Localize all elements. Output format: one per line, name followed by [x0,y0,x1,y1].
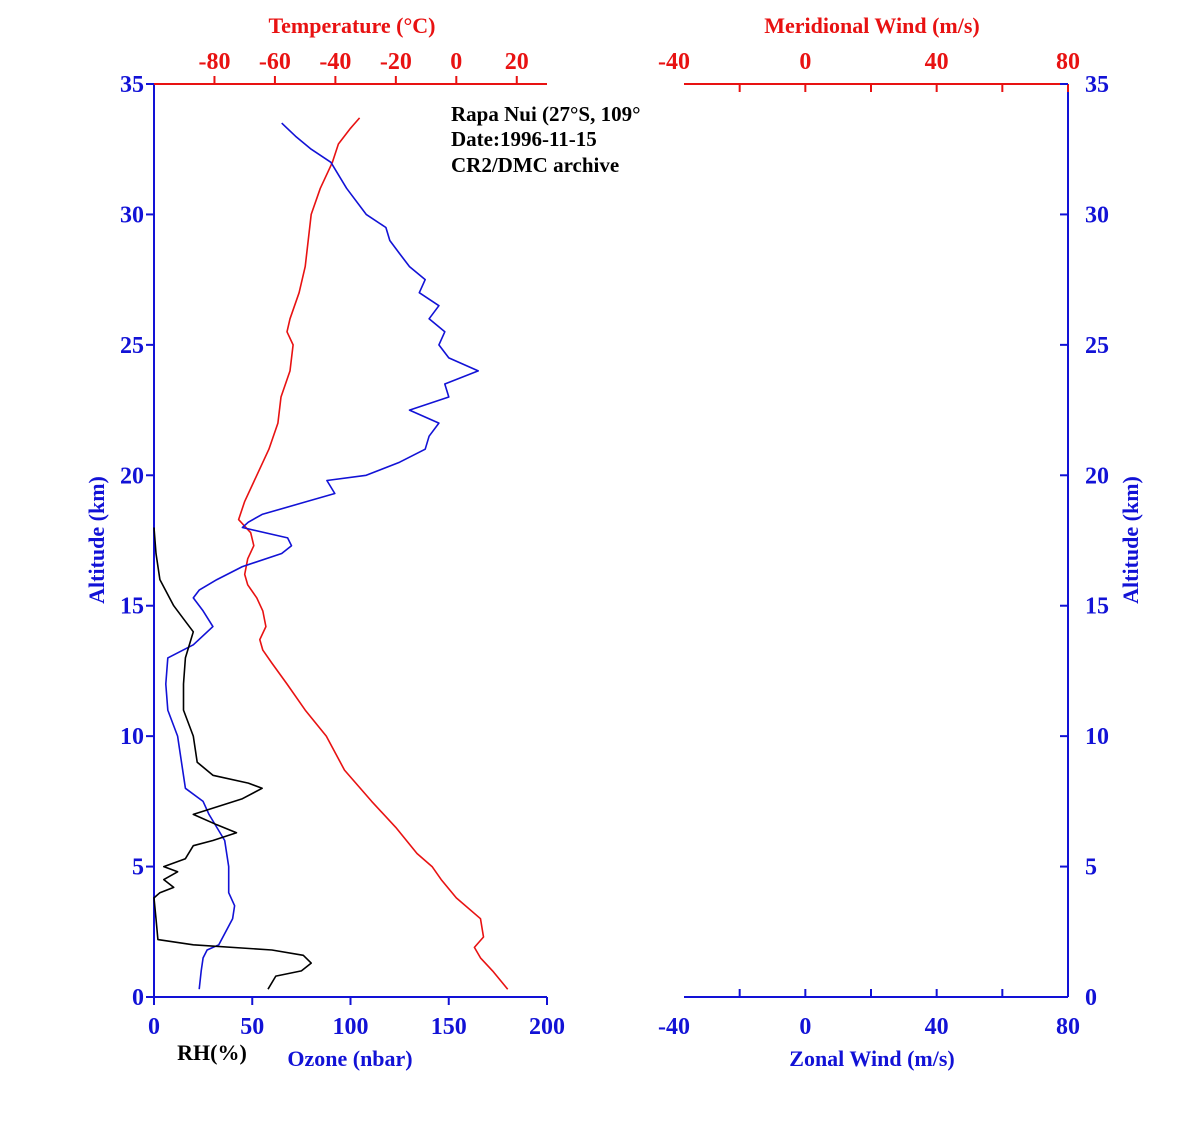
right-altitude-tick-label: 5 [1085,855,1097,881]
ozone-axis-label: Ozone (nbar) [287,1046,412,1071]
temperature-tick-label: -40 [319,49,351,75]
temperature-tick-label: -20 [380,49,412,75]
left-altitude-tick-label: 25 [120,333,144,359]
right-altitude-tick-label: 35 [1085,72,1109,98]
temperature-tick-label: 20 [505,49,529,75]
meridional-wind-tick-label: 80 [1056,49,1080,75]
temperature-tick-label: -80 [198,49,230,75]
station-annotation-line1: Rapa Nui (27°S, 109° [451,102,641,126]
left-altitude-tick-label: 5 [132,855,144,881]
rh-axis-label: RH(%) [177,1040,247,1065]
left-altitude-tick-label: 10 [120,724,144,750]
zonal-wind-tick-label: 40 [925,1014,949,1040]
right-altitude-tick-label: 20 [1085,463,1109,489]
ozone-tick-label: 50 [240,1014,264,1040]
right-altitude-tick-label: 30 [1085,202,1109,228]
right-altitude-tick-label: 10 [1085,724,1109,750]
left-altitude-tick-label: 15 [120,594,144,620]
series-line-ozone-nbar [165,122,480,990]
station-annotation-line3: CR2/DMC archive [451,153,619,177]
series-line-temperature-c [237,117,509,990]
left-altitude-label: Altitude (km) [84,476,109,604]
station-annotation-line2: Date:1996-11-15 [451,127,597,151]
temperature-tick-label: -60 [259,49,291,75]
meridional-wind-tick-label: 40 [925,49,949,75]
temperature-axis-label: Temperature (°C) [268,13,435,38]
left-altitude-tick-label: 20 [120,463,144,489]
meridional-wind-tick-label: 0 [799,49,811,75]
left-altitude-tick-label: 0 [132,985,144,1011]
ozone-tick-label: 200 [529,1014,565,1040]
left-panel: 0 5 10 15 20 25 30 35 0 50 100 150 200 -80 -60 -40 -20 0 2… [120,49,565,1040]
zonal-wind-tick-label: -40 [658,1014,690,1040]
right-altitude-tick-label: 15 [1085,594,1109,620]
meridional-wind-axis-label: Meridional Wind (m/s) [764,13,980,38]
zonal-wind-axis-label: Zonal Wind (m/s) [789,1046,954,1071]
ozone-tick-label: 0 [148,1014,160,1040]
right-altitude-tick-label: 0 [1085,985,1097,1011]
temperature-tick-label: 0 [450,49,462,75]
zonal-wind-tick-label: 0 [799,1014,811,1040]
meridional-wind-tick-label: -40 [658,49,690,75]
series-line-rh [153,527,313,990]
left-altitude-tick-label: 30 [120,202,144,228]
right-altitude-tick-label: 25 [1085,333,1109,359]
ozone-tick-label: 100 [333,1014,369,1040]
left-altitude-tick-label: 35 [120,72,144,98]
right-altitude-label: Altitude (km) [1118,476,1143,604]
ozone-tick-label: 150 [431,1014,467,1040]
zonal-wind-tick-label: 80 [1056,1014,1080,1040]
